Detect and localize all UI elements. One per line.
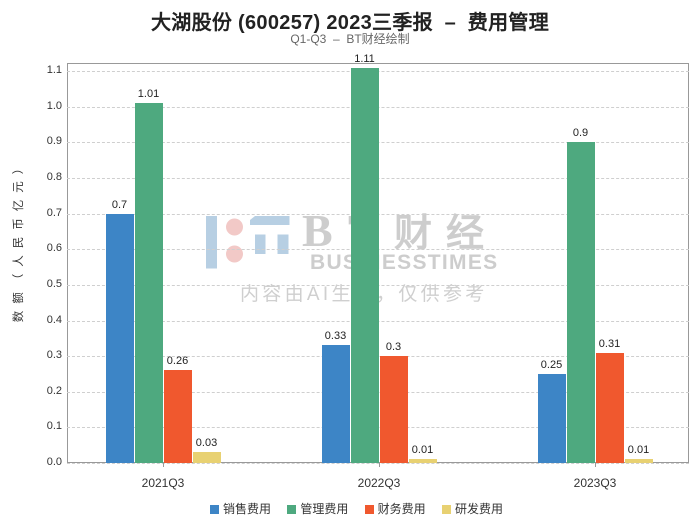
svg-text:BUSINESSTIMES: BUSINESSTIMES: [310, 251, 498, 274]
